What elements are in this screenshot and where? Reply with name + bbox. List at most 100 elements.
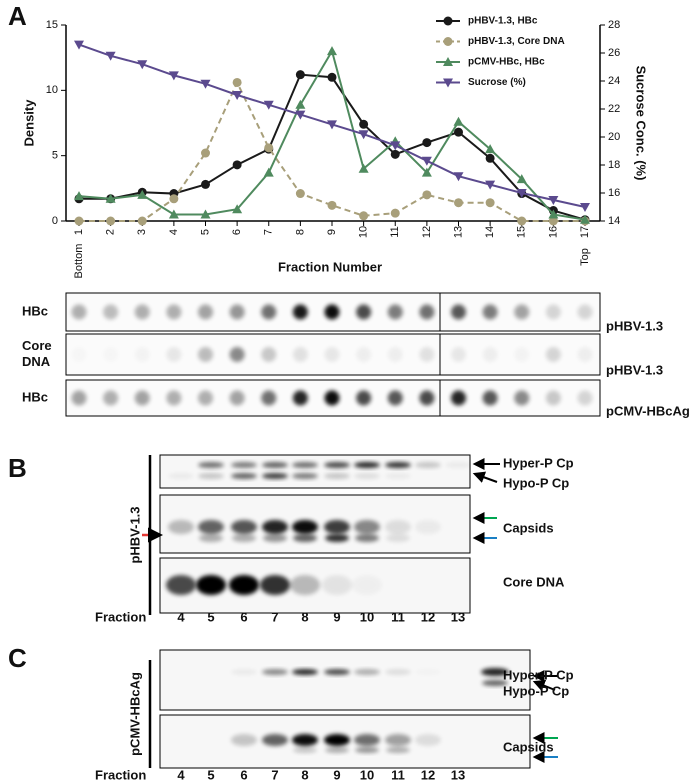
blot-dot [229,304,245,320]
point [580,203,590,212]
point [454,198,463,208]
gel-band [263,534,287,542]
x-tick-label: 15 [516,226,528,238]
gel-band [262,734,288,746]
blot-dot [103,347,118,362]
y-tick-label: 10 [46,84,58,96]
gel-band [292,520,318,534]
point [74,40,84,50]
point [422,138,432,148]
gel-band [325,534,349,542]
gel-band [354,669,380,675]
point [137,189,148,199]
point [327,72,337,82]
gel-band [231,734,257,746]
fraction-number: 10 [360,767,374,782]
blot-dot [356,347,372,362]
gel-band [293,747,317,753]
row-label: Core [22,338,52,353]
gel-band [354,520,380,534]
blot-dot [451,347,466,362]
x-tick-label: 13 [452,226,464,238]
point [390,149,400,159]
gel-band [292,462,318,468]
blot-dot [514,347,529,362]
blot-dot [166,304,182,320]
construct-label: pCMV-HBcAg [127,672,142,756]
fraction-number: 5 [207,767,214,782]
gel-band [481,668,509,676]
gel-band [324,473,350,479]
gel-band [199,534,223,542]
gel-band [262,669,288,675]
blot-dot [514,390,530,406]
point [263,100,274,110]
band-label: Hyper-P Cp [503,667,574,682]
point [232,160,242,170]
fraction-number: 11 [391,609,405,624]
x-axis-label: Fraction Number [278,259,382,274]
y-tick-label: 5 [52,150,58,162]
gel-band [354,462,380,468]
row-construct: pHBV-1.3 [606,362,663,377]
gel-band [231,462,257,468]
blot-dot [71,304,87,320]
blot-dot [198,304,213,320]
gel-frame [159,454,471,489]
gel-band [231,473,257,479]
fraction-number: 12 [421,609,435,624]
point [548,196,559,205]
gel-band [354,473,380,479]
point [327,200,337,210]
point [453,172,464,182]
point [516,174,527,184]
x-tick-label: 12 [421,226,433,238]
point [264,143,274,153]
y2-tick-label: 26 [608,47,620,59]
y2-tick-label: 28 [608,19,620,31]
point [548,216,558,226]
gel-band [232,534,256,542]
blot-dot [198,347,213,362]
legend-label: pHBV-1.3, HBc [468,16,538,27]
point [359,119,369,129]
point [390,208,400,218]
point [168,209,179,219]
blot-dot [419,304,435,320]
x-tick-label: 16 [547,226,559,238]
y-tick-label: 15 [46,19,58,31]
gel-band [325,747,349,753]
y2-tick-label: 18 [608,159,620,171]
arrow [532,679,556,692]
gel-band [262,520,288,534]
y2-tick-label: 22 [608,103,620,115]
blot-dot [451,304,466,320]
fraction-number: 11 [391,767,405,782]
point [169,194,179,204]
band-label: Core DNA [503,574,565,589]
series-line [79,80,585,222]
gel-band [385,669,411,675]
panel-label: B [8,453,27,483]
row-construct: pHBV-1.3 [606,318,663,333]
gel-band [231,669,257,675]
point [232,77,242,87]
fraction-number: 8 [301,609,308,624]
point [358,130,369,140]
blot-dot [545,390,561,406]
point [137,216,147,226]
panel-label: A [8,1,27,31]
point [443,16,453,26]
fraction-number: 13 [451,767,465,782]
blot-dot [134,390,150,406]
gel-band [196,575,226,595]
gel-band [445,462,471,468]
point [201,179,210,189]
point [516,189,527,198]
gel-band [262,462,288,468]
gel-band [386,747,410,753]
band-label: Capsids [503,739,554,754]
gel-band [324,462,350,468]
